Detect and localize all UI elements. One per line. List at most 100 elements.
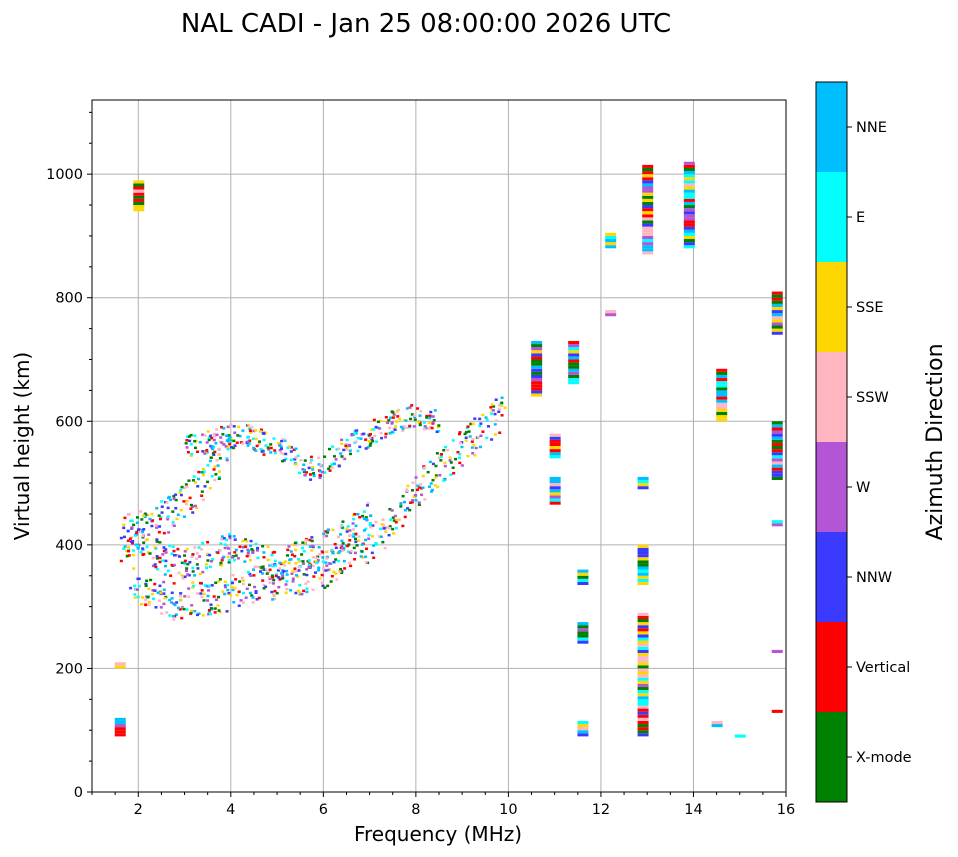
echo-point bbox=[421, 486, 425, 489]
echo-point bbox=[332, 560, 336, 564]
echo-point bbox=[394, 521, 398, 524]
echo-point bbox=[310, 536, 314, 539]
echo-point bbox=[350, 433, 354, 437]
echo-point bbox=[241, 539, 245, 543]
echo-point bbox=[310, 549, 314, 552]
echo-point bbox=[637, 581, 649, 586]
echo-point bbox=[139, 510, 143, 513]
echo-point bbox=[390, 509, 394, 512]
echo-point bbox=[317, 568, 321, 572]
echo-point bbox=[642, 245, 654, 249]
echo-point bbox=[137, 528, 141, 531]
echo-point bbox=[637, 486, 649, 490]
echo-point bbox=[312, 556, 316, 559]
x-tick-label: 4 bbox=[226, 802, 235, 818]
echo-point bbox=[207, 436, 211, 439]
echo-point bbox=[428, 426, 432, 429]
echo-point bbox=[403, 509, 407, 512]
echo-point bbox=[531, 384, 543, 388]
echo-point bbox=[217, 470, 221, 473]
echo-point bbox=[317, 566, 321, 569]
echo-point bbox=[317, 463, 321, 466]
echo-point bbox=[133, 189, 145, 193]
echo-point bbox=[277, 441, 281, 445]
echo-point bbox=[162, 602, 166, 606]
echo-point bbox=[241, 545, 245, 549]
echo-point bbox=[184, 483, 188, 486]
echo-point bbox=[162, 592, 166, 595]
echo-point bbox=[470, 440, 474, 443]
echo-point bbox=[412, 425, 416, 428]
echo-point bbox=[771, 709, 783, 713]
echo-point bbox=[271, 598, 275, 601]
echo-point bbox=[476, 435, 480, 439]
echo-point bbox=[326, 568, 330, 572]
echo-point bbox=[637, 714, 649, 718]
chart-title: NAL CADI - Jan 25 08:00:00 2026 UTC bbox=[181, 9, 671, 39]
echo-point bbox=[342, 559, 346, 563]
echo-point bbox=[230, 581, 234, 585]
echo-point bbox=[248, 572, 252, 576]
echo-point bbox=[568, 365, 580, 369]
echo-point bbox=[279, 445, 283, 449]
echo-point bbox=[391, 411, 395, 414]
echo-point bbox=[605, 242, 617, 246]
echo-point bbox=[473, 417, 477, 420]
echo-point bbox=[119, 559, 123, 563]
echo-point bbox=[241, 601, 245, 604]
x-tick-label: 6 bbox=[319, 802, 328, 818]
echo-point bbox=[193, 546, 197, 549]
echo-point bbox=[166, 506, 170, 510]
echo-point bbox=[155, 526, 159, 529]
echo-point bbox=[247, 554, 251, 558]
echo-point bbox=[181, 577, 185, 580]
echo-point bbox=[142, 541, 146, 544]
echo-point bbox=[315, 556, 319, 560]
echo-point bbox=[314, 560, 318, 563]
echo-point bbox=[369, 526, 373, 529]
echo-point bbox=[531, 387, 543, 391]
echo-point bbox=[185, 499, 189, 503]
colorbar-tick-label: Vertical bbox=[856, 660, 910, 676]
echo-point bbox=[191, 586, 195, 589]
echo-point bbox=[256, 556, 260, 560]
echo-point bbox=[637, 622, 649, 626]
echo-point bbox=[381, 540, 385, 544]
echo-point bbox=[334, 572, 338, 575]
echo-point bbox=[405, 426, 409, 430]
y-axis-label: Virtual height (km) bbox=[10, 352, 34, 541]
echo-point bbox=[642, 226, 654, 230]
echo-point bbox=[262, 551, 266, 554]
echo-point bbox=[497, 407, 501, 411]
echo-point bbox=[214, 473, 218, 476]
echo-point bbox=[158, 560, 162, 564]
echo-point bbox=[637, 730, 649, 734]
echo-point bbox=[418, 414, 422, 417]
echo-point bbox=[190, 604, 194, 607]
echo-point bbox=[254, 437, 258, 441]
echo-point bbox=[289, 550, 293, 553]
echo-point bbox=[362, 529, 366, 532]
echo-point bbox=[255, 549, 259, 552]
echo-point bbox=[217, 609, 221, 612]
echo-point bbox=[490, 438, 494, 441]
echo-point bbox=[219, 542, 223, 545]
echo-point bbox=[187, 595, 191, 599]
echo-point bbox=[198, 581, 202, 585]
echo-point bbox=[262, 438, 266, 442]
echo-point bbox=[417, 503, 421, 507]
echo-point bbox=[443, 461, 447, 465]
echo-point bbox=[154, 606, 158, 609]
echo-point bbox=[297, 566, 301, 569]
echo-point bbox=[266, 446, 270, 449]
echo-point bbox=[257, 442, 261, 446]
echo-point bbox=[716, 408, 728, 413]
echo-point bbox=[144, 584, 148, 587]
echo-point bbox=[313, 571, 317, 574]
echo-point bbox=[531, 350, 543, 354]
echo-point bbox=[198, 555, 202, 558]
echo-point bbox=[402, 419, 406, 422]
echo-point bbox=[275, 591, 279, 595]
echo-point bbox=[354, 432, 358, 435]
echo-point bbox=[211, 452, 215, 455]
